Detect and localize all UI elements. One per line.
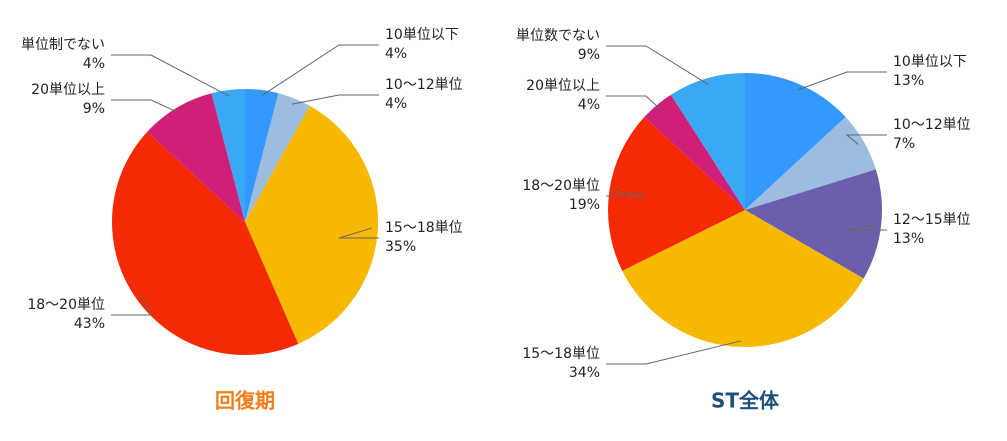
pie-slice xyxy=(147,93,245,223)
slice-value-label: 13% xyxy=(893,73,924,89)
leader-line xyxy=(797,71,887,91)
pie-slice xyxy=(608,117,745,271)
slice-value-label: 13% xyxy=(893,231,924,247)
slice-label: 20単位以上 xyxy=(31,82,105,98)
leader-line xyxy=(111,54,230,97)
pie-slice xyxy=(111,131,299,356)
leader-line xyxy=(846,224,887,231)
leader-line xyxy=(606,340,741,365)
leader-line xyxy=(292,94,379,105)
slice-label: 10単位以下 xyxy=(385,27,459,43)
slice-value-label: 43% xyxy=(74,316,105,332)
pie-slice xyxy=(211,89,245,222)
leader-line xyxy=(606,190,647,197)
slice-value-label: 4% xyxy=(83,56,105,72)
slice-label: 15〜18単位 xyxy=(385,220,463,236)
pie-slice xyxy=(745,117,876,210)
chart-title: ST全体 xyxy=(711,389,780,413)
leader-line xyxy=(845,134,887,145)
slice-label: 18〜20単位 xyxy=(27,297,105,313)
slice-value-label: 4% xyxy=(578,97,600,113)
slice-label: 15〜18単位 xyxy=(522,346,600,362)
slice-value-label: 4% xyxy=(385,96,407,112)
slice-value-label: 9% xyxy=(578,47,600,63)
slice-label: 12〜15単位 xyxy=(893,212,971,228)
leader-line xyxy=(111,295,152,316)
pie-slice xyxy=(670,73,745,210)
slice-value-label: 35% xyxy=(385,239,416,255)
pie-slice xyxy=(622,210,864,348)
slice-label: 10〜12単位 xyxy=(385,77,463,93)
pie-slice xyxy=(745,169,883,279)
slice-value-label: 7% xyxy=(893,136,915,152)
pie-slice xyxy=(245,93,310,223)
leader-line xyxy=(260,44,379,97)
slice-value-label: 19% xyxy=(569,197,600,213)
pie-slice xyxy=(644,94,745,210)
slice-value-label: 4% xyxy=(385,46,407,62)
pie-slice xyxy=(245,105,378,344)
leader-line xyxy=(606,95,662,111)
leader-line xyxy=(338,227,379,239)
leader-line xyxy=(111,99,180,114)
slice-value-label: 34% xyxy=(569,365,600,381)
slice-label: 20単位以上 xyxy=(526,78,600,94)
leader-line xyxy=(606,45,709,85)
chart-title: 回復期 xyxy=(215,389,275,413)
slice-label: 18〜20単位 xyxy=(522,178,600,194)
slice-label: 単位制でない xyxy=(21,37,105,53)
slice-label: 単位数でない xyxy=(516,28,600,44)
pie-slice xyxy=(245,89,279,222)
slice-label: 10〜12単位 xyxy=(893,117,971,133)
pie-slice xyxy=(745,73,846,210)
slice-label: 10単位以下 xyxy=(893,54,967,70)
slice-value-label: 9% xyxy=(83,101,105,117)
